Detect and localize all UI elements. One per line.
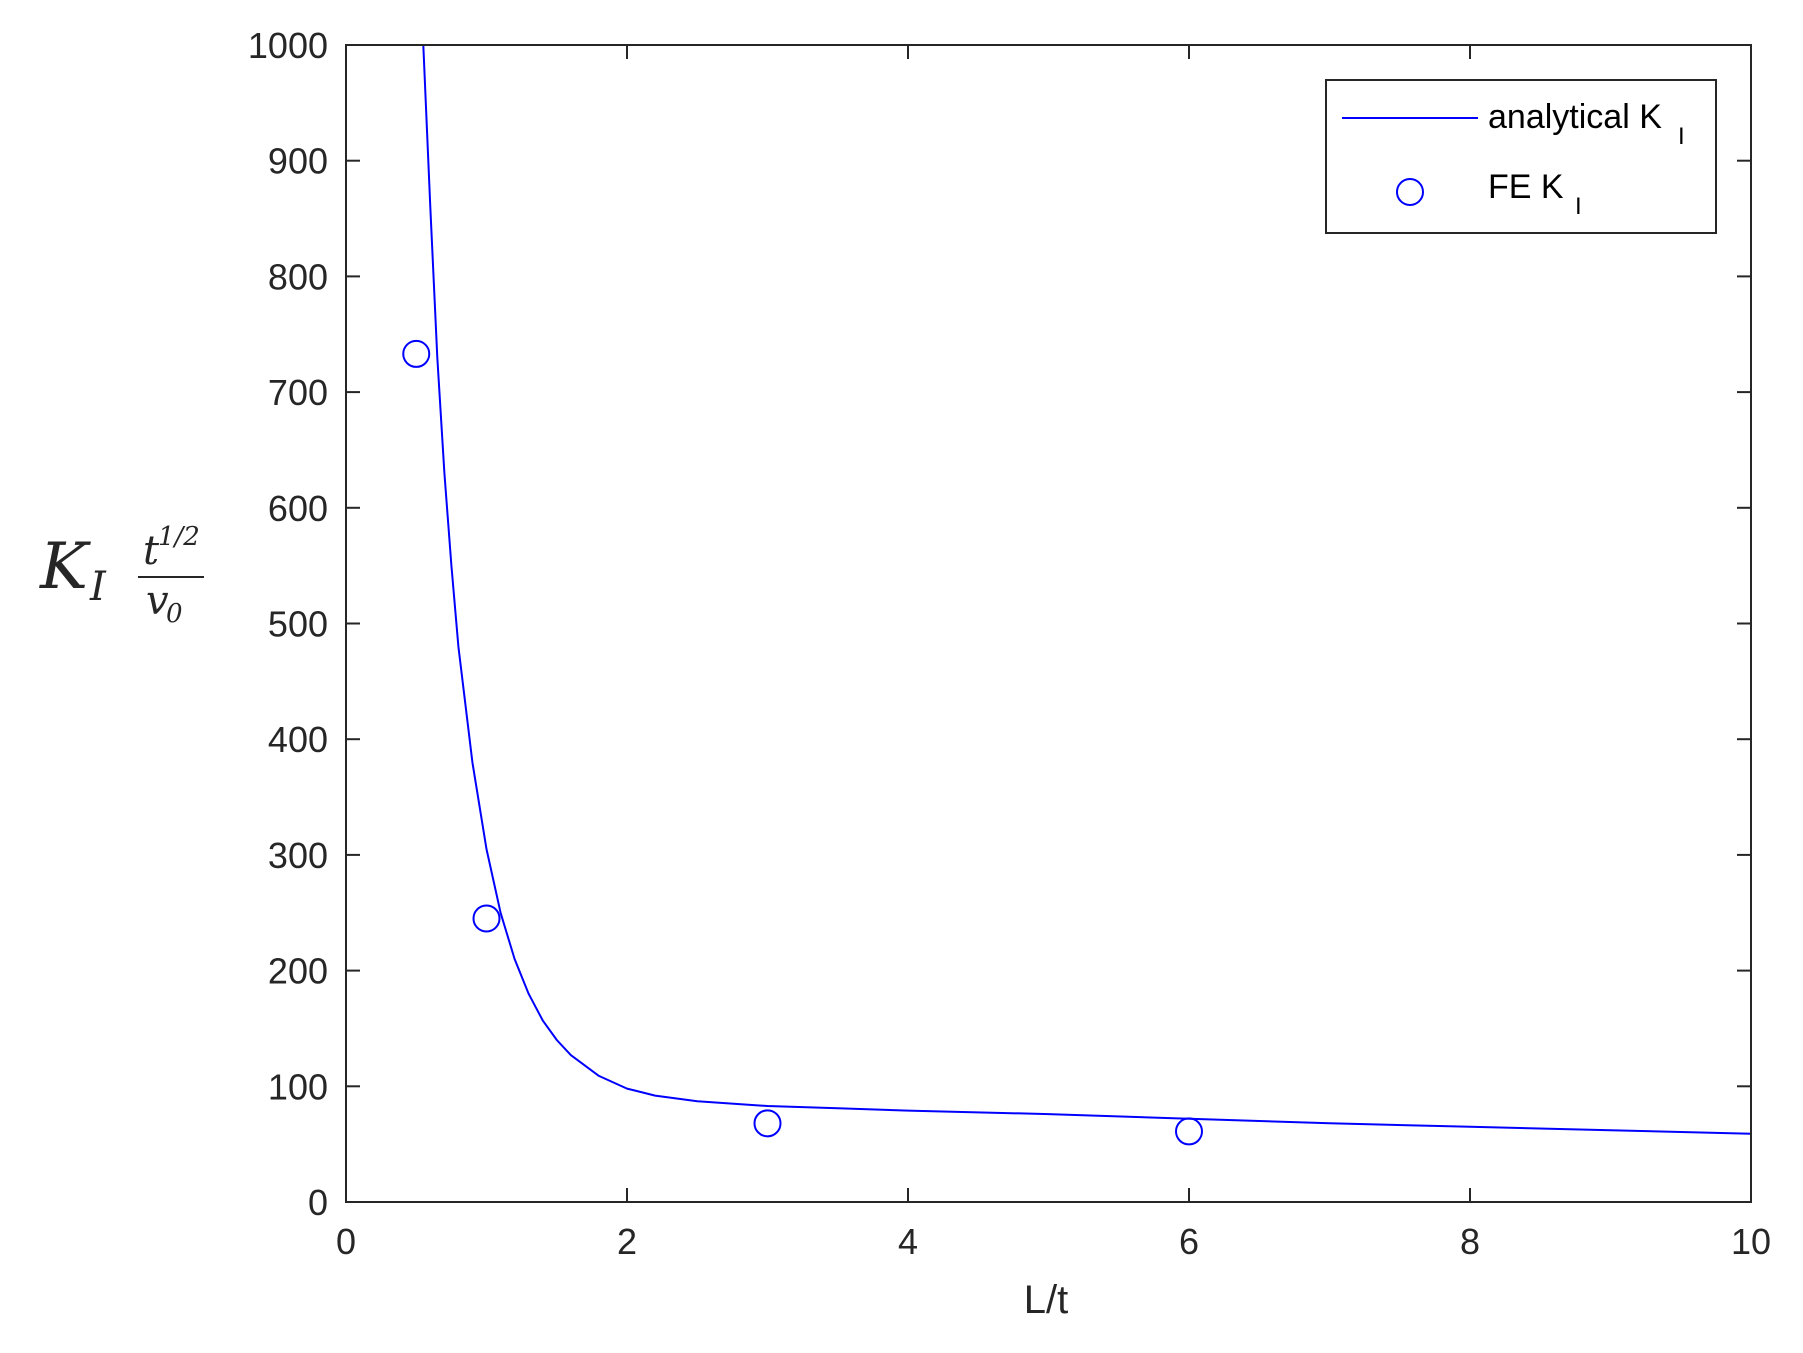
legend-label-fe-sub: I	[1575, 193, 1582, 220]
y-tick-label-9: 900	[268, 141, 328, 182]
legend-label-analytical: analytical K	[1488, 98, 1662, 136]
y-tick-label-10: 1000	[248, 25, 328, 66]
fe-data-point-0	[402, 339, 431, 368]
y-tick-label-8: 800	[268, 256, 328, 297]
legend: analytical K I FE K I	[1325, 79, 1717, 234]
y-label-main: K	[39, 530, 91, 604]
y-tick-label-2: 200	[268, 951, 328, 992]
x-tick-label-1: 2	[617, 1221, 637, 1262]
x-tick-label-4: 8	[1460, 1221, 1480, 1262]
axes-box	[345, 44, 1752, 1203]
y-label-denominator-sub: 0	[166, 599, 183, 629]
legend-marker-swatch	[1396, 178, 1424, 206]
y-label-numerator-sup: 1/2	[158, 522, 200, 552]
x-tick-label-2: 4	[898, 1221, 918, 1262]
y-tick-label-6: 600	[268, 488, 328, 529]
y-label-denominator: v	[146, 578, 169, 624]
y-label-numerator: t	[143, 528, 160, 574]
y-tick-label-0: 0	[308, 1182, 328, 1223]
fe-data-point-2	[753, 1109, 782, 1138]
x-tick-labels: 0 2 4 6 8 10	[336, 1221, 1771, 1262]
y-tick-label-7: 700	[268, 372, 328, 413]
legend-label-analytical-sub: I	[1678, 123, 1685, 150]
y-label-main-sub: I	[89, 564, 107, 610]
legend-label-fe: FE K	[1488, 168, 1564, 206]
legend-box	[1325, 79, 1717, 234]
x-tick-label-5: 10	[1731, 1221, 1771, 1262]
y-tick-label-3: 300	[268, 835, 328, 876]
y-tick-label-4: 400	[268, 719, 328, 760]
y-tick-label-5: 500	[268, 604, 328, 645]
x-tick-label-0: 0	[336, 1221, 356, 1262]
y-tick-label-1: 100	[268, 1066, 328, 1107]
fe-data-point-1	[472, 904, 501, 933]
x-tick-label-3: 6	[1179, 1221, 1199, 1262]
x-axis-title: L/t	[1024, 1278, 1068, 1322]
fe-data-point-3	[1175, 1117, 1203, 1146]
series-line-analytical	[422, 44, 1752, 1135]
y-axis-title: K I t 1/2 v 0	[39, 522, 204, 629]
y-tick-labels: 0 100 200 300 400 500 600 700 800 900 1000	[248, 25, 328, 1223]
plot-series	[402, 44, 1752, 1146]
